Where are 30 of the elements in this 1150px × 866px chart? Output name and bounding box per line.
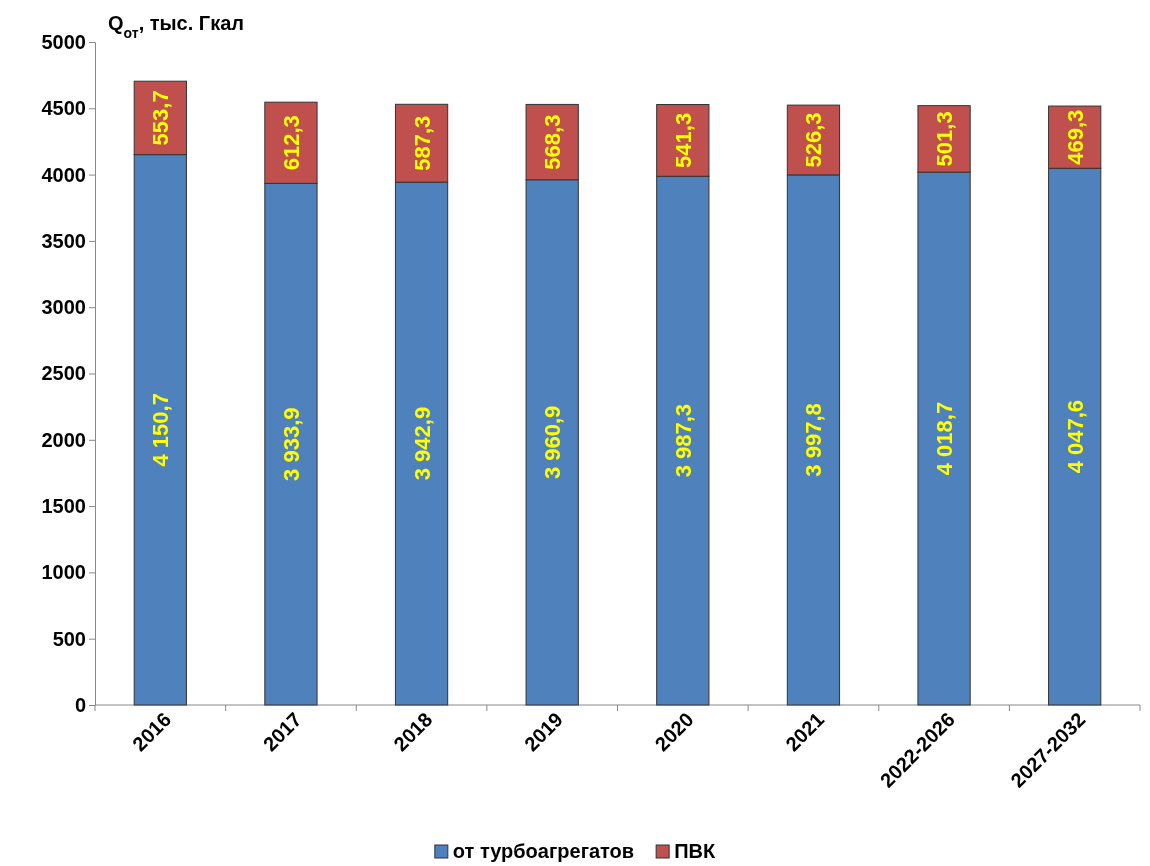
y-tick-label: 3500 xyxy=(41,229,86,252)
data-label: 3 942,9 xyxy=(409,406,435,481)
data-label: 4 018,7 xyxy=(932,401,958,476)
y-tick-label: 4000 xyxy=(41,163,86,186)
y-tick-label: 5000 xyxy=(41,30,86,53)
data-label: 568,3 xyxy=(540,114,566,170)
legend-label: от турбоагрегатов xyxy=(452,840,635,862)
y-axis-title: Q$_{от}$, тыс. Гкал xyxy=(108,12,245,41)
data-label: 3 933,9 xyxy=(278,407,304,481)
data-label: 3 987,3 xyxy=(670,403,696,478)
data-label: 469,3 xyxy=(1062,109,1088,165)
data-label: 4 150,7 xyxy=(148,393,174,467)
y-tick-label: 1000 xyxy=(41,561,86,584)
y-tick-label: 2000 xyxy=(41,428,86,451)
data-label: 501,3 xyxy=(932,111,958,167)
legend-label: ПВК xyxy=(674,840,716,862)
y-tick-label: 500 xyxy=(52,627,86,650)
data-label: 612,3 xyxy=(278,115,304,171)
y-tick-label: 0 xyxy=(74,693,86,716)
y-tick-label: 4500 xyxy=(41,97,86,120)
data-label: 587,3 xyxy=(409,115,435,171)
data-label: 3 997,8 xyxy=(801,403,827,477)
data-label: 3 960,9 xyxy=(540,405,566,480)
y-tick-label: 1500 xyxy=(41,495,86,517)
y-tick-label: 2500 xyxy=(41,362,86,385)
y-tick-label: 3000 xyxy=(41,296,86,319)
data-label: 553,7 xyxy=(148,90,174,146)
data-label: 541,3 xyxy=(670,112,696,168)
data-label: 4 047,6 xyxy=(1062,399,1088,474)
data-label: 526,3 xyxy=(801,112,827,168)
